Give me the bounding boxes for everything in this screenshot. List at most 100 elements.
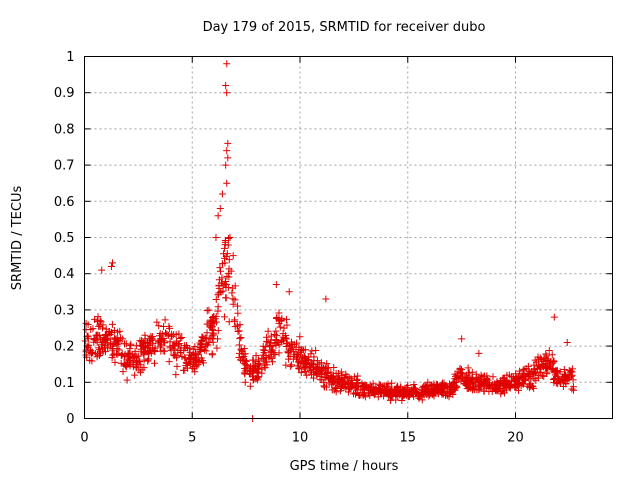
data-point <box>330 364 338 372</box>
data-point <box>151 348 159 356</box>
data-point <box>157 341 165 349</box>
data-point <box>196 345 204 353</box>
data-point <box>510 380 518 388</box>
data-point <box>293 339 301 347</box>
data-point <box>131 347 139 355</box>
data-point <box>383 387 391 395</box>
data-point <box>418 396 426 404</box>
data-point <box>210 319 218 327</box>
data-point <box>341 373 349 381</box>
grid-lines <box>84 56 613 419</box>
data-point <box>519 380 527 388</box>
data-point <box>401 385 409 393</box>
data-point <box>171 341 179 349</box>
data-point <box>109 351 117 359</box>
data-point <box>563 374 571 382</box>
data-point <box>156 329 164 337</box>
data-point <box>550 379 558 387</box>
data-point <box>534 374 542 382</box>
x-tick-label: 0 <box>80 431 88 446</box>
data-point <box>296 333 304 341</box>
data-point <box>234 309 242 317</box>
data-point <box>410 380 418 388</box>
data-point <box>176 334 184 342</box>
data-point <box>233 322 241 330</box>
data-point <box>109 259 117 267</box>
data-point <box>224 154 232 162</box>
data-point <box>241 370 249 378</box>
data-point <box>160 334 168 342</box>
data-point <box>440 384 448 392</box>
data-point <box>128 351 136 359</box>
data-point <box>350 373 358 381</box>
data-point <box>201 334 209 342</box>
data-point <box>229 300 237 308</box>
data-point <box>82 326 90 334</box>
data-point <box>255 361 263 369</box>
data-point <box>123 376 131 384</box>
data-point <box>101 348 109 356</box>
y-tick-label: 0.1 <box>54 376 75 391</box>
data-point <box>171 351 179 359</box>
data-point <box>532 358 540 366</box>
data-point <box>342 370 350 378</box>
data-point <box>285 288 293 296</box>
data-point <box>261 346 269 354</box>
data-point <box>520 373 528 381</box>
data-point <box>282 315 290 323</box>
data-point <box>200 335 208 343</box>
data-point <box>141 335 149 343</box>
data-point <box>217 267 225 275</box>
data-point <box>307 362 315 370</box>
data-point <box>438 390 446 398</box>
data-point <box>463 385 471 393</box>
data-point <box>428 388 436 396</box>
data-point <box>520 365 528 373</box>
data-point <box>352 389 360 397</box>
data-point <box>140 348 148 356</box>
data-point <box>155 322 163 330</box>
data-point <box>174 340 182 348</box>
data-point <box>316 376 324 384</box>
data-point <box>153 318 161 326</box>
y-tick-label: 0.9 <box>54 86 75 101</box>
data-point <box>246 382 254 390</box>
data-point <box>136 337 144 345</box>
data-point <box>323 360 331 368</box>
data-point <box>129 363 137 371</box>
data-point <box>259 351 267 359</box>
data-point <box>222 280 230 288</box>
data-point <box>159 347 167 355</box>
data-point <box>329 378 337 386</box>
data-point <box>221 259 229 267</box>
data-point <box>131 371 139 379</box>
data-point <box>229 252 237 260</box>
data-point <box>121 340 129 348</box>
data-point <box>105 327 113 335</box>
data-point <box>161 339 169 347</box>
data-point <box>194 351 202 359</box>
data-point <box>328 386 336 394</box>
data-point <box>136 358 144 366</box>
data-point <box>107 340 115 348</box>
data-point <box>336 387 344 395</box>
data-point <box>552 367 560 375</box>
data-point <box>569 376 577 384</box>
data-point <box>222 81 230 89</box>
data-point <box>268 358 276 366</box>
data-point <box>249 376 257 384</box>
data-point <box>237 334 245 342</box>
data-point <box>344 388 352 396</box>
data-point <box>117 359 125 367</box>
data-point <box>91 335 99 343</box>
data-point <box>377 390 385 398</box>
data-point <box>84 344 92 352</box>
data-point <box>472 375 480 383</box>
data-point <box>261 358 269 366</box>
data-point <box>242 357 250 365</box>
data-point <box>140 338 148 346</box>
data-point <box>218 190 226 198</box>
data-point <box>470 383 478 391</box>
x-tick-label: 15 <box>399 431 416 446</box>
data-point <box>216 264 224 272</box>
